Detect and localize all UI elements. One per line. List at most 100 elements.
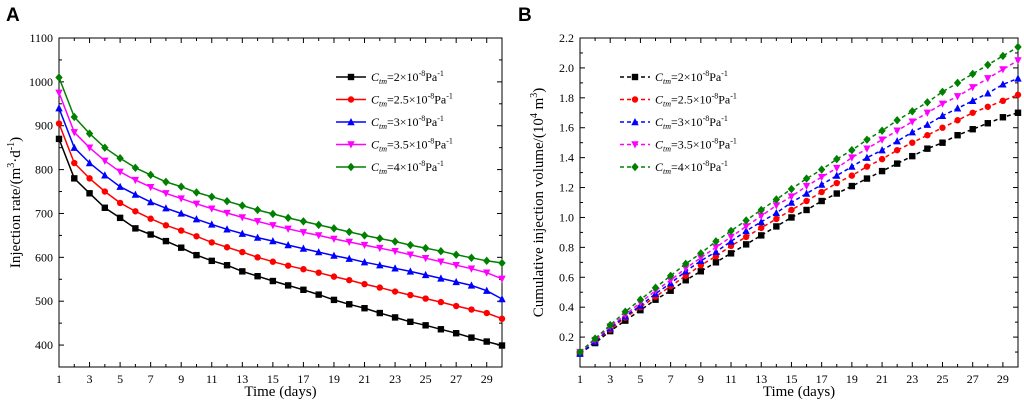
data-point — [923, 109, 932, 117]
data-point — [1014, 74, 1022, 82]
data-point — [908, 118, 916, 126]
data-point — [938, 111, 947, 119]
data-point — [345, 227, 353, 237]
series-2 — [576, 91, 1022, 357]
x-tick-label: 29 — [997, 372, 1009, 386]
data-point — [727, 226, 735, 236]
legend-unit: Pa — [709, 160, 722, 174]
y-axis-title: Injection rate/(m3·d-1) — [6, 137, 24, 268]
data-point — [315, 269, 322, 276]
data-point — [437, 258, 445, 266]
data-point — [1014, 57, 1022, 65]
data-point — [636, 295, 645, 304]
data-point — [863, 145, 871, 153]
data-point — [863, 153, 871, 161]
data-point — [712, 259, 720, 266]
y-axis-title: Cumulative injection volume/(104 m3) — [529, 88, 547, 318]
series-5 — [55, 73, 506, 268]
data-point — [361, 305, 368, 312]
legend-exp: -8 — [703, 69, 710, 78]
legend-unit: Pa — [425, 115, 438, 129]
data-point — [116, 199, 124, 207]
data-point — [878, 155, 886, 163]
data-point — [55, 104, 63, 112]
data-point — [314, 220, 323, 230]
data-point — [788, 206, 795, 214]
data-point — [984, 75, 992, 83]
data-point — [606, 320, 614, 330]
legend-unitexp: -1 — [730, 137, 737, 146]
data-point — [192, 200, 201, 208]
data-point — [788, 214, 795, 221]
data-point — [498, 315, 506, 322]
legend-exp: -8 — [419, 69, 426, 78]
data-point — [803, 206, 810, 214]
series-5 — [576, 42, 1022, 357]
data-point — [421, 270, 430, 279]
data-point — [1014, 91, 1022, 99]
legend-unit: Pa — [425, 70, 438, 84]
data-point — [939, 124, 946, 131]
data-point — [269, 222, 277, 230]
data-point — [253, 205, 262, 215]
legend-sub: tm — [379, 77, 387, 86]
x-tick-label: 19 — [328, 372, 340, 386]
data-point — [238, 201, 247, 210]
plot-frame — [579, 37, 1019, 368]
y-axis-title-part: ·d — [8, 150, 24, 163]
data-point — [391, 247, 399, 256]
data-point — [666, 271, 675, 280]
data-point — [953, 78, 962, 88]
data-point — [908, 107, 916, 116]
data-point — [787, 198, 796, 206]
data-point — [682, 277, 689, 284]
legend-sub: tm — [663, 77, 671, 86]
legend-eq: =3×10 — [671, 115, 703, 129]
legend-unit: Pa — [425, 160, 438, 174]
legend-eq: =2×10 — [671, 70, 703, 84]
data-point — [116, 168, 124, 176]
data-point — [483, 269, 491, 277]
y-axis-title-sup: -1 — [6, 142, 17, 150]
data-point — [682, 265, 690, 273]
data-point — [953, 104, 962, 112]
x-tick-label: 1 — [56, 372, 62, 386]
data-point — [727, 237, 735, 245]
data-point — [621, 307, 630, 316]
data-point — [893, 146, 901, 154]
data-point — [146, 183, 155, 192]
data-point — [192, 215, 201, 223]
data-point — [682, 259, 690, 269]
x-tick-label: 13 — [236, 372, 248, 386]
data-point — [131, 163, 140, 173]
data-point — [208, 192, 216, 201]
data-point — [437, 326, 445, 333]
data-point — [116, 153, 124, 163]
data-point — [71, 175, 78, 182]
y-axis-title-part: m — [531, 97, 547, 113]
data-point — [863, 175, 871, 182]
data-point — [101, 143, 109, 152]
data-point — [787, 193, 796, 201]
x-tick-label: 5 — [117, 372, 123, 386]
data-point — [468, 306, 475, 313]
data-point — [85, 144, 94, 152]
x-tick-label: 9 — [698, 372, 704, 386]
data-point — [924, 145, 931, 152]
data-point — [162, 237, 170, 245]
data-point — [177, 182, 185, 191]
data-point — [483, 338, 490, 345]
legend-c: C — [371, 93, 380, 107]
data-point — [968, 84, 977, 92]
legend-marker — [347, 73, 355, 81]
legend-label: Ctm=3.5×10-8Pa-1 — [655, 137, 737, 154]
data-point — [269, 237, 277, 245]
data-point — [666, 277, 675, 285]
data-point — [85, 129, 94, 138]
data-point — [803, 197, 810, 205]
data-point — [162, 190, 170, 198]
data-point — [742, 226, 750, 235]
data-point — [284, 282, 292, 289]
data-point — [848, 172, 856, 179]
data-point — [817, 180, 826, 188]
